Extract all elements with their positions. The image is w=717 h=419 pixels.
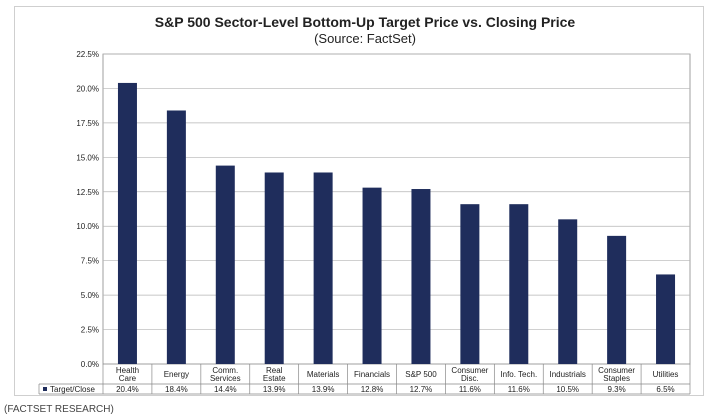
chart-subtitle: (Source: FactSet) [314, 31, 416, 46]
bar [215, 165, 235, 364]
category-label: S&P 500 [405, 370, 437, 379]
legend-label: Target/Close [50, 385, 95, 394]
data-value-label: 13.9% [312, 385, 335, 394]
bar [656, 274, 676, 364]
category-label: Materials [307, 370, 339, 379]
category-label: Industrials [549, 370, 585, 379]
chart-frame: S&P 500 Sector-Level Bottom-Up Target Pr… [14, 6, 704, 396]
bar-chart: S&P 500 Sector-Level Bottom-Up Target Pr… [38, 14, 691, 395]
category-label: Info. Tech. [500, 370, 537, 379]
bar [509, 204, 529, 364]
category-label: Utilities [653, 370, 679, 379]
source-caption: (FACTSET RESEARCH) [4, 404, 114, 415]
bar [460, 204, 480, 364]
data-value-label: 13.9% [263, 385, 286, 394]
plot-area-border [102, 53, 691, 365]
legend-swatch [43, 387, 47, 391]
data-value-label: 12.7% [410, 385, 433, 394]
y-tick-label: 10.0% [76, 222, 99, 231]
bars [117, 82, 676, 364]
data-value-label: 9.3% [608, 385, 626, 394]
bar [411, 189, 431, 364]
y-tick-label: 2.5% [81, 326, 99, 335]
bar [264, 172, 284, 364]
data-value-label: 18.4% [165, 385, 188, 394]
y-tick-label: 12.5% [76, 188, 99, 197]
bar [313, 172, 333, 364]
y-tick-label: 17.5% [76, 119, 99, 128]
data-value-label: 12.8% [361, 385, 384, 394]
category-label: Disc. [461, 374, 479, 383]
category-label: Services [210, 374, 241, 383]
data-value-label: 11.6% [508, 385, 530, 394]
y-tick-label: 15.0% [76, 153, 99, 162]
bar [117, 82, 137, 364]
category-label: Energy [164, 370, 189, 379]
y-tick-label: 22.5% [76, 50, 99, 59]
chart-title: S&P 500 Sector-Level Bottom-Up Target Pr… [155, 14, 576, 30]
category-label: Financials [354, 370, 390, 379]
bar [166, 110, 186, 364]
bar [558, 219, 578, 364]
category-label: Comm. [212, 366, 238, 375]
y-tick-label: 7.5% [81, 257, 99, 266]
category-label: Staples [603, 374, 630, 383]
category-label: Care [119, 374, 137, 383]
y-tick-label: 20.0% [76, 84, 99, 93]
category-label: Consumer [451, 366, 488, 375]
data-value-label: 10.5% [556, 385, 579, 394]
category-label: Health [116, 366, 139, 375]
bar [607, 235, 627, 364]
category-label: Consumer [598, 366, 635, 375]
category-label: Estate [263, 374, 286, 383]
y-axis: 0.0% 2.5% 5.0% 7.5% 10.0% 12.5% 15.0% 17.5% 20.0… [76, 50, 99, 369]
data-value-label: 20.4% [116, 385, 139, 394]
category-label: Real [266, 366, 283, 375]
data-value-label: 14.4% [214, 385, 237, 394]
y-tick-label: 5.0% [81, 291, 99, 300]
y-tick-label: 0.0% [81, 360, 99, 369]
gridlines [102, 53, 691, 365]
bar [362, 187, 382, 364]
data-value-label: 6.5% [656, 385, 674, 394]
data-value-label: 11.6% [459, 385, 481, 394]
